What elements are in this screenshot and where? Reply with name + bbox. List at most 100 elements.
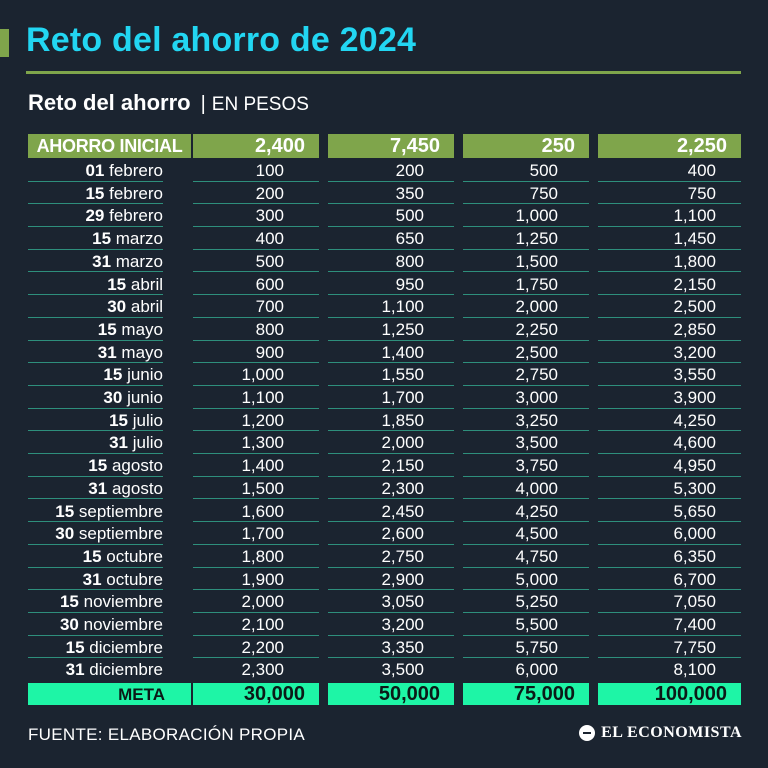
row-month: marzo <box>115 229 163 249</box>
row-divider <box>328 475 454 477</box>
row-day: 15 <box>55 501 75 521</box>
row-divider <box>193 611 319 613</box>
goal-col-2: 50,000 <box>328 683 454 705</box>
row-divider <box>598 543 741 545</box>
table-row: 31 mayo 900 1,400 2,500 3,200 <box>0 341 768 364</box>
row-month: septiembre <box>78 501 163 521</box>
row-value: 8,100 <box>673 660 716 680</box>
row-divider <box>328 453 454 455</box>
row-divider <box>193 589 319 591</box>
row-value: 6,700 <box>673 569 716 589</box>
row-date: 15 junio <box>28 363 163 386</box>
row-value: 7,400 <box>673 615 716 634</box>
row-date: 15 marzo <box>28 227 163 250</box>
row-day: 15 <box>103 365 123 385</box>
table-row: 15 julio 1,200 1,850 3,250 4,250 <box>0 409 768 432</box>
row-value: 4,600 <box>673 433 716 453</box>
table-row: 15 abril 600 950 1,750 2,150 <box>0 273 768 296</box>
row-value: 2,200 <box>241 637 284 657</box>
row-month: febrero <box>109 161 163 180</box>
row-month: abril <box>130 274 163 294</box>
row-month: junio <box>127 388 163 407</box>
row-date: 15 abril <box>28 273 163 296</box>
row-value: 1,450 <box>673 229 716 249</box>
row-divider <box>193 475 319 477</box>
goal-col-4: 100,000 <box>598 683 741 705</box>
row-divider <box>598 339 741 341</box>
row-date: 31 marzo <box>28 250 163 273</box>
row-day: 15 <box>82 546 102 566</box>
row-divider <box>193 362 319 364</box>
row-divider <box>598 566 741 568</box>
row-month: noviembre <box>83 615 163 634</box>
row-divider <box>28 271 163 273</box>
row-value: 750 <box>687 183 716 203</box>
row-divider <box>28 316 163 318</box>
row-divider <box>598 226 741 228</box>
row-divider <box>598 203 741 205</box>
row-value: 3,250 <box>515 410 558 430</box>
row-value: 5,300 <box>673 478 716 498</box>
row-value: 4,000 <box>515 478 558 498</box>
row-divider <box>463 634 589 636</box>
row-divider <box>328 180 454 182</box>
row-value: 400 <box>255 229 284 249</box>
row-value: 5,250 <box>515 592 558 612</box>
row-divider <box>328 498 454 500</box>
row-divider <box>598 294 741 296</box>
row-divider <box>28 384 163 386</box>
row-divider <box>28 657 163 659</box>
row-divider <box>463 566 589 568</box>
row-divider <box>463 657 589 659</box>
row-divider <box>193 498 319 500</box>
row-value: 2,000 <box>515 297 558 317</box>
row-divider <box>598 634 741 636</box>
row-divider <box>328 384 454 386</box>
table-row: 31 octubre 1,900 2,900 5,000 6,700 <box>0 568 768 591</box>
row-date: 29 febrero <box>28 204 163 227</box>
row-divider <box>193 430 319 432</box>
brand: EL ECONOMISTA <box>579 724 742 742</box>
row-divider <box>463 498 589 500</box>
row-value: 1,100 <box>673 206 716 226</box>
row-value: 2,850 <box>673 319 716 339</box>
row-value: 200 <box>395 161 424 180</box>
row-value: 1,000 <box>515 206 558 226</box>
row-month: junio <box>127 365 163 385</box>
row-day: 30 <box>55 524 75 544</box>
row-value: 2,500 <box>515 342 558 362</box>
row-value: 2,150 <box>673 274 716 294</box>
row-day: 31 <box>65 660 85 680</box>
subtitle-unit: EN PESOS <box>211 94 309 115</box>
row-day: 31 <box>92 251 112 271</box>
row-month: octubre <box>106 569 163 589</box>
table-row: 01 febrero 100 200 500 400 <box>0 159 768 182</box>
row-date: 15 diciembre <box>28 636 163 659</box>
row-value: 5,500 <box>515 615 558 634</box>
row-divider <box>463 589 589 591</box>
table-row: 31 marzo 500 800 1,500 1,800 <box>0 250 768 273</box>
row-divider <box>328 566 454 568</box>
row-value: 350 <box>395 183 424 203</box>
row-month: abril <box>130 297 163 317</box>
row-divider <box>598 475 741 477</box>
row-day: 15 <box>65 637 85 657</box>
table-row: 15 diciembre 2,200 3,350 5,750 7,750 <box>0 636 768 659</box>
table-row: 31 julio 1,300 2,000 3,500 4,600 <box>0 431 768 455</box>
title-rule <box>26 71 741 74</box>
row-value: 1,300 <box>241 433 284 453</box>
row-date: 31 agosto <box>28 477 163 500</box>
row-divider <box>463 339 589 341</box>
table-row: 30 septiembre 1,700 2,600 4,500 6,000 <box>0 522 768 545</box>
row-day: 15 <box>107 274 127 294</box>
row-divider <box>193 180 319 182</box>
row-divider <box>28 407 163 409</box>
row-divider <box>598 657 741 659</box>
row-date: 30 abril <box>28 295 163 318</box>
table-row: 15 mayo 800 1,250 2,250 2,850 <box>0 318 768 341</box>
row-divider <box>28 498 163 500</box>
row-divider <box>463 611 589 613</box>
row-divider <box>193 566 319 568</box>
row-value: 2,900 <box>381 569 424 589</box>
table-row: 15 marzo 400 650 1,250 1,450 <box>0 227 768 250</box>
